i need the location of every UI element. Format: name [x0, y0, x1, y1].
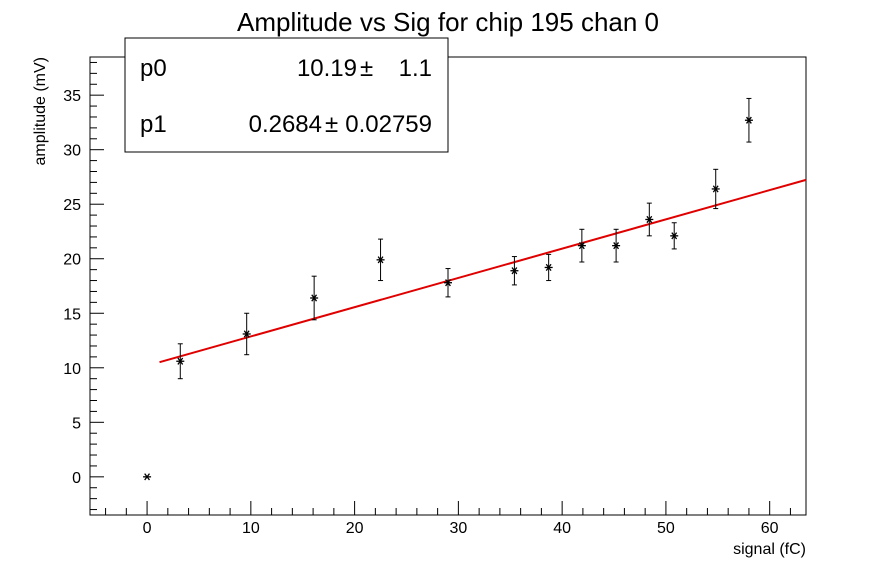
stat-value-p0: 10.19 — [297, 55, 357, 82]
marker-stroke — [712, 185, 719, 193]
x-tick-label: 20 — [346, 520, 364, 537]
data-point — [376, 238, 385, 282]
x-tick-label: 0 — [143, 520, 152, 537]
fit-line-group — [159, 178, 807, 364]
y-tick-label: 10 — [63, 361, 81, 378]
stat-error-p0: 1.1 — [399, 55, 432, 82]
data-points-group — [143, 97, 753, 481]
stat-value-p1: 0.2684 — [249, 111, 322, 138]
x-axis-title: signal (fC) — [733, 541, 806, 558]
stat-label-p1: p1 — [140, 111, 167, 138]
marker-stroke — [377, 256, 384, 264]
marker-stroke — [511, 267, 518, 275]
y-tick-label: 0 — [72, 470, 81, 487]
data-point — [242, 312, 251, 356]
stat-pm-p1: ± — [325, 111, 338, 138]
x-tick-label: 60 — [761, 520, 779, 537]
y-tick-label: 30 — [63, 143, 81, 160]
y-axis-title: amplitude (mV) — [32, 57, 49, 165]
marker-stroke — [671, 232, 678, 240]
data-point — [744, 97, 753, 143]
data-point — [544, 253, 553, 282]
data-point — [176, 343, 185, 380]
data-point — [310, 275, 319, 321]
marker-stroke — [545, 263, 552, 272]
y-tick-label: 35 — [63, 88, 81, 105]
fit-stats-box: p0 10.19 ± 1.1 p1 0.2684 ± 0.02759 — [124, 37, 449, 153]
marker-stroke — [578, 242, 585, 250]
x-tick-label: 10 — [242, 520, 260, 537]
y-tick-label: 15 — [63, 306, 81, 323]
x-tick-label: 40 — [553, 520, 571, 537]
marker-stroke — [646, 215, 653, 224]
y-tick-label: 20 — [63, 252, 81, 269]
stat-label-p0: p0 — [140, 55, 167, 82]
marker-stroke — [243, 330, 250, 338]
marker-stroke — [746, 116, 752, 124]
marker-stroke — [613, 242, 620, 250]
y-axis: 0 5 10 15 20 25 30 35 — [63, 61, 104, 511]
marker-stroke — [445, 279, 451, 287]
data-point — [444, 268, 452, 298]
x-axis: 0 10 20 30 40 50 60 — [105, 501, 791, 537]
y-tick-label: 5 — [72, 415, 81, 432]
stats-box-frame — [124, 37, 449, 153]
stat-pm-p0: ± — [360, 55, 373, 82]
stat-error-p1: 0.02759 — [345, 111, 432, 138]
fit-line — [159, 178, 807, 364]
x-tick-label: 30 — [449, 520, 467, 537]
y-tick-label: 25 — [63, 197, 81, 214]
data-point — [612, 228, 621, 263]
marker-stroke — [311, 294, 318, 302]
x-tick-label: 50 — [657, 520, 675, 537]
data-point — [143, 473, 152, 481]
data-point — [670, 222, 679, 250]
data-point — [510, 256, 519, 286]
data-point — [577, 228, 586, 263]
data-point — [645, 202, 654, 237]
marker-stroke — [144, 473, 150, 481]
marker-stroke — [177, 357, 184, 365]
data-point — [711, 168, 720, 210]
chart-title: Amplitude vs Sig for chip 195 chan 0 — [237, 7, 659, 37]
